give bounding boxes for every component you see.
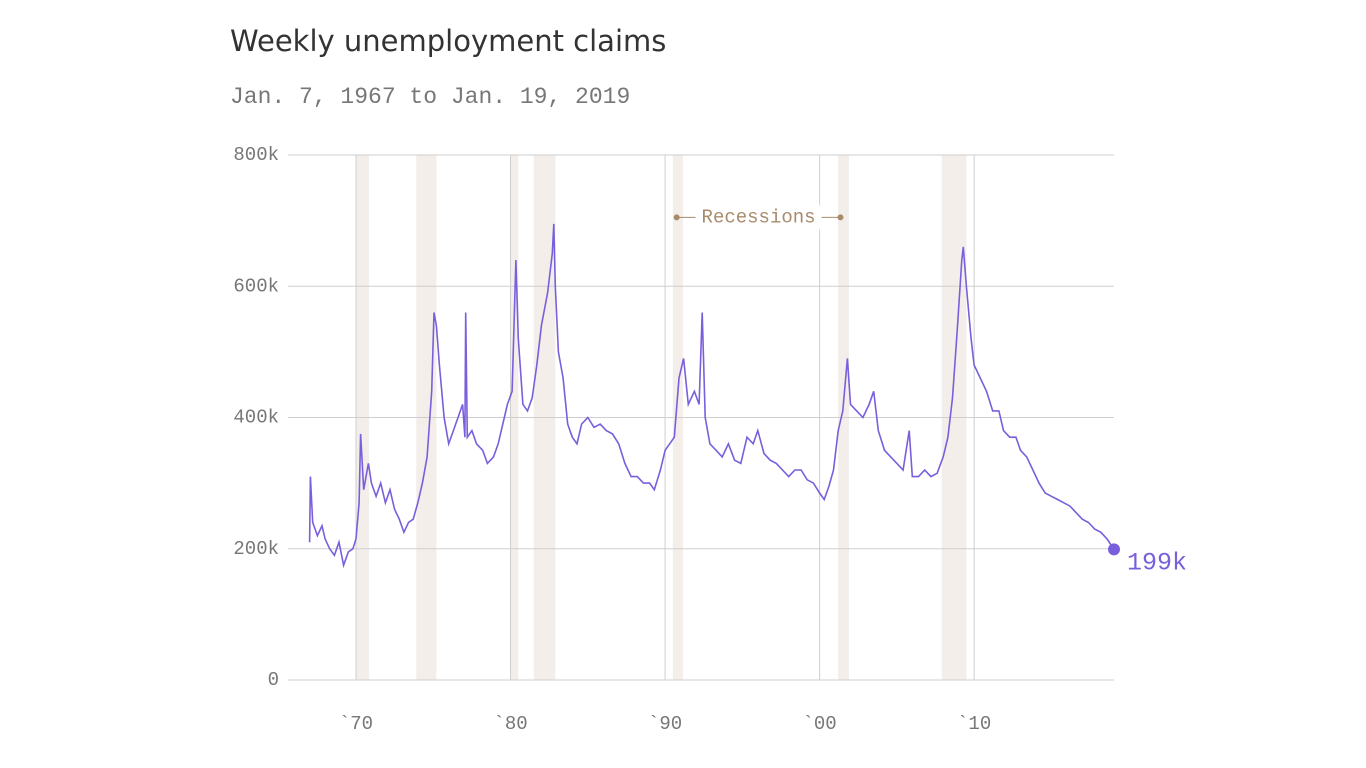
x-tick-label: `80 — [493, 713, 527, 735]
x-tick-label: `90 — [648, 713, 682, 735]
chart-subtitle: Jan. 7, 1967 to Jan. 19, 2019 — [230, 84, 630, 110]
chart-title: Weekly unemployment claims — [230, 24, 666, 58]
x-tick-label: `00 — [802, 713, 836, 735]
annotation-dot — [837, 214, 844, 221]
last-point — [1108, 543, 1120, 556]
y-tick-label: 800k — [233, 144, 279, 166]
y-tick-label: 400k — [233, 407, 279, 429]
y-tick-label: 600k — [233, 275, 279, 297]
y-tick-label: 200k — [233, 538, 279, 560]
annotation-bg — [695, 205, 822, 230]
x-tick-label: `10 — [957, 713, 991, 735]
x-tick-label: `70 — [339, 713, 373, 735]
annotation-text: Recessions — [702, 206, 816, 228]
claims-line — [308, 223, 1115, 569]
y-tick-label: 0 — [268, 669, 279, 691]
last-value-label: 199k — [1127, 548, 1187, 577]
annotation-dot — [673, 214, 680, 221]
